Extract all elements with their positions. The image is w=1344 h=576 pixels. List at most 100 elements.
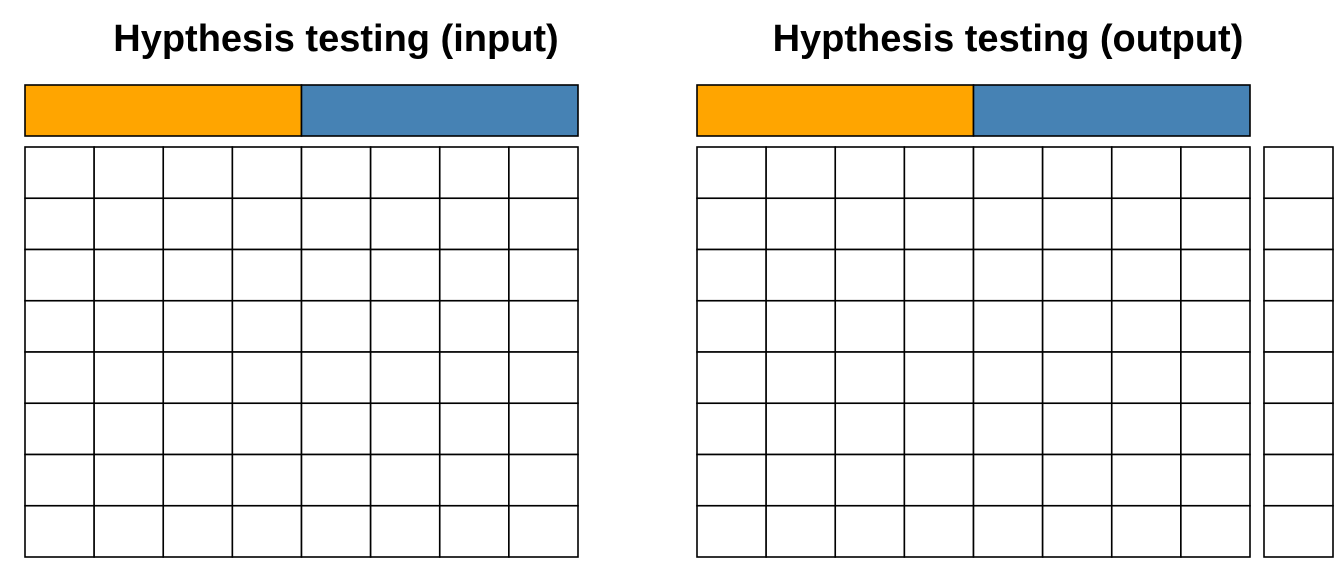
output-grid-cell-r6-c3	[834, 402, 906, 456]
input-grid-cell-r5-c2	[93, 351, 165, 405]
input-group-bar	[24, 84, 579, 137]
output-grid-cell-r1-c8	[1180, 146, 1251, 200]
input-grid-cell-r8-c3	[162, 504, 234, 558]
output-result-cell-r1-c1	[1263, 146, 1334, 200]
input-panel-title: Hypthesis testing (input)	[113, 18, 559, 60]
output-result-cell-r8-c1	[1263, 504, 1334, 558]
input-grid-cell-r1-c3	[162, 146, 234, 200]
input-grid-cell-r3-c1	[24, 248, 95, 302]
output-grid-cell-r7-c3	[834, 453, 906, 507]
input-grid-cell-r5-c5	[300, 351, 372, 405]
output-result-cell-r7-c1	[1263, 453, 1334, 507]
input-grid-cell-r8-c7	[438, 504, 510, 558]
input-grid-cell-r5-c6	[369, 351, 441, 405]
input-grid-cell-r5-c7	[438, 351, 510, 405]
input-bar-segment-1	[24, 84, 303, 137]
input-grid-cell-r5-c3	[162, 351, 234, 405]
input-grid-cell-r8-c2	[93, 504, 165, 558]
output-grid-cell-r4-c7	[1110, 299, 1182, 353]
output-grid-cell-r1-c2	[765, 146, 837, 200]
output-grid-cell-r5-c8	[1180, 351, 1251, 405]
output-grid-cell-r8-c4	[903, 504, 975, 558]
output-grid-cell-r2-c5	[972, 197, 1044, 251]
input-grid-cell-r1-c2	[93, 146, 165, 200]
input-grid-cell-r7-c5	[300, 453, 372, 507]
input-grid-cell-r3-c3	[162, 248, 234, 302]
input-grid-cell-r6-c3	[162, 402, 234, 456]
output-grid-cell-r3-c8	[1180, 248, 1251, 302]
input-grid-cell-r1-c1	[24, 146, 95, 200]
output-bar-segment-1	[696, 84, 975, 137]
output-grid-cell-r3-c4	[903, 248, 975, 302]
output-grid-cell-r8-c8	[1180, 504, 1251, 558]
output-result-cell-r2-c1	[1263, 197, 1334, 251]
input-grid-cell-r7-c3	[162, 453, 234, 507]
output-data-grid	[696, 146, 1251, 558]
input-grid-cell-r7-c8	[508, 453, 579, 507]
output-grid-cell-r5-c5	[972, 351, 1044, 405]
input-grid-cell-r3-c2	[93, 248, 165, 302]
input-grid-cell-r3-c4	[231, 248, 303, 302]
input-grid-cell-r4-c5	[300, 299, 372, 353]
output-group-bar	[696, 84, 1251, 137]
output-grid-cell-r7-c4	[903, 453, 975, 507]
input-grid-cell-r7-c7	[438, 453, 510, 507]
input-grid-cell-r3-c5	[300, 248, 372, 302]
input-grid-cell-r2-c7	[438, 197, 510, 251]
input-grid-cell-r5-c8	[508, 351, 579, 405]
input-grid-cell-r6-c5	[300, 402, 372, 456]
output-grid-cell-r7-c8	[1180, 453, 1251, 507]
output-grid-cell-r5-c7	[1110, 351, 1182, 405]
output-grid-cell-r6-c6	[1041, 402, 1113, 456]
input-grid-cell-r4-c4	[231, 299, 303, 353]
output-grid-cell-r1-c5	[972, 146, 1044, 200]
output-result-cell-r5-c1	[1263, 351, 1334, 405]
output-grid-cell-r5-c2	[765, 351, 837, 405]
output-grid-cell-r2-c3	[834, 197, 906, 251]
output-result-cell-r6-c1	[1263, 402, 1334, 456]
output-grid-cell-r4-c1	[696, 299, 767, 353]
input-grid-cell-r6-c8	[508, 402, 579, 456]
output-grid-cell-r3-c3	[834, 248, 906, 302]
input-grid-cell-r2-c5	[300, 197, 372, 251]
output-grid-cell-r7-c6	[1041, 453, 1113, 507]
input-grid-cell-r6-c6	[369, 402, 441, 456]
output-grid-cell-r7-c2	[765, 453, 837, 507]
output-grid-cell-r6-c7	[1110, 402, 1182, 456]
output-grid-cell-r2-c2	[765, 197, 837, 251]
output-result-column	[1263, 146, 1334, 558]
input-grid-cell-r8-c1	[24, 504, 95, 558]
input-grid-cell-r1-c4	[231, 146, 303, 200]
output-grid-cell-r8-c6	[1041, 504, 1113, 558]
input-grid-cell-r7-c4	[231, 453, 303, 507]
input-grid-cell-r2-c6	[369, 197, 441, 251]
output-grid-cell-r5-c1	[696, 351, 767, 405]
input-grid-cell-r4-c6	[369, 299, 441, 353]
input-grid-cell-r1-c7	[438, 146, 510, 200]
output-grid-cell-r6-c2	[765, 402, 837, 456]
input-grid-cell-r1-c8	[508, 146, 579, 200]
output-grid-cell-r1-c6	[1041, 146, 1113, 200]
output-grid-cell-r5-c4	[903, 351, 975, 405]
input-grid-cell-r2-c1	[24, 197, 95, 251]
output-grid-cell-r7-c7	[1110, 453, 1182, 507]
output-grid-cell-r2-c6	[1041, 197, 1113, 251]
output-grid-cell-r1-c3	[834, 146, 906, 200]
input-grid-cell-r4-c3	[162, 299, 234, 353]
output-grid-cell-r8-c7	[1110, 504, 1182, 558]
output-grid-cell-r4-c4	[903, 299, 975, 353]
output-grid-cell-r5-c6	[1041, 351, 1113, 405]
input-grid-cell-r8-c8	[508, 504, 579, 558]
output-grid-cell-r1-c1	[696, 146, 767, 200]
input-grid-cell-r1-c6	[369, 146, 441, 200]
input-grid-cell-r2-c8	[508, 197, 579, 251]
output-grid-cell-r6-c4	[903, 402, 975, 456]
output-grid-cell-r6-c8	[1180, 402, 1251, 456]
input-grid-cell-r3-c8	[508, 248, 579, 302]
input-grid-cell-r8-c5	[300, 504, 372, 558]
input-bar-segment-2	[300, 84, 579, 137]
output-grid-cell-r8-c2	[765, 504, 837, 558]
output-grid-cell-r7-c5	[972, 453, 1044, 507]
output-grid-cell-r6-c5	[972, 402, 1044, 456]
input-grid-cell-r6-c7	[438, 402, 510, 456]
